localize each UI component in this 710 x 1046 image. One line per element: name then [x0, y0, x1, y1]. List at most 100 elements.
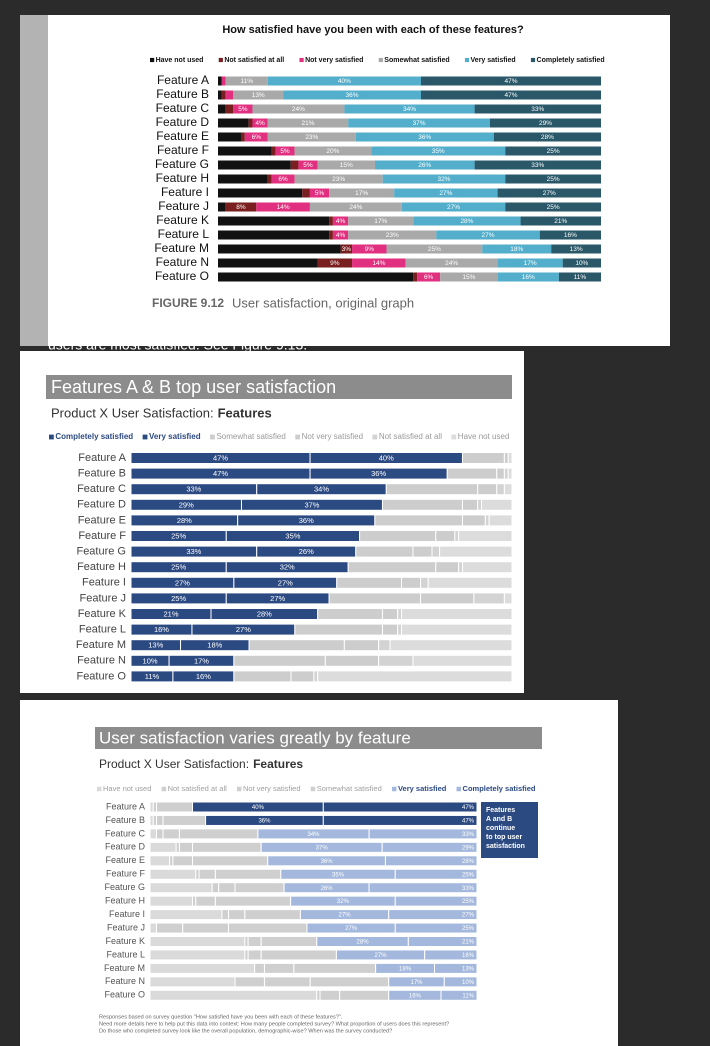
bar-segment: [329, 216, 333, 226]
value-label: 5%: [315, 190, 325, 197]
bar-segment: [218, 118, 249, 128]
category-label: Feature L: [158, 227, 210, 241]
value-label: 32%: [337, 899, 350, 905]
bar-segment: [218, 104, 226, 114]
value-label: 6%: [424, 274, 434, 281]
value-label: 3%: [342, 246, 352, 253]
bar-segment: [381, 498, 463, 511]
value-label: 29%: [462, 845, 475, 851]
bar-segment: [461, 498, 479, 511]
legend-label: Somewhat satisfied: [317, 784, 382, 793]
legend-label: Somewhat satisfied: [384, 57, 449, 64]
bar-segment: [149, 962, 256, 974]
value-label: 25%: [171, 594, 186, 603]
bar-segment: [247, 936, 262, 947]
bar-segment: [505, 174, 601, 184]
bar-segment: [507, 467, 513, 480]
bar-segment: [375, 160, 475, 170]
value-label: 11%: [574, 274, 587, 281]
bar-segment: [503, 452, 509, 464]
bar-segment: [225, 76, 268, 86]
bar-segment: [503, 592, 513, 605]
bar-segment: [339, 989, 390, 1001]
category-label: Feature C: [105, 828, 146, 838]
value-label: 17%: [374, 218, 387, 225]
bar-segment: [435, 561, 460, 574]
category-label: Feature A: [157, 73, 209, 87]
bar-segment: [374, 514, 463, 527]
value-label: 5%: [280, 148, 290, 155]
value-label: 37%: [304, 500, 319, 509]
category-label: Feature E: [78, 514, 126, 526]
value-label: 29%: [179, 500, 194, 509]
value-label: 15%: [340, 162, 353, 169]
bar-segment: [149, 936, 246, 947]
value-label: 40%: [252, 805, 265, 811]
bar-segment: [149, 882, 213, 894]
subtitle-emphasis: Features: [253, 757, 303, 771]
bar-segment: [260, 949, 337, 961]
bar-segment: [394, 188, 498, 198]
value-label: 25%: [171, 531, 186, 540]
bar-segment: [382, 174, 506, 184]
bar-segment: [461, 514, 486, 527]
footnote: Responses based on survey question "How …: [99, 1014, 343, 1020]
bar-segment: [267, 76, 421, 86]
bar-segment: [267, 132, 356, 142]
bar-segment: [477, 483, 498, 496]
value-label: 35%: [332, 872, 345, 878]
bar-segment: [436, 230, 540, 240]
category-label: Feature L: [106, 949, 145, 959]
category-label: Feature C: [77, 483, 126, 495]
bar-segment: [234, 882, 285, 894]
legend-marker: [218, 57, 223, 63]
bar-segment: [244, 132, 268, 142]
value-label: 16%: [409, 993, 422, 999]
value-label: 27%: [278, 578, 293, 587]
bar-segment: [319, 989, 341, 1001]
figure-label: FIGURE 9.12: [152, 296, 224, 310]
category-label: Feature D: [77, 499, 126, 511]
legend-marker: [451, 434, 457, 440]
value-label: 13%: [462, 966, 475, 972]
category-label: Feature K: [105, 936, 145, 946]
bar-segment: [348, 118, 490, 128]
value-label: 13%: [570, 246, 583, 253]
value-label: 25%: [171, 563, 186, 572]
category-label: Feature G: [155, 157, 209, 171]
legend-label: Completely satisfied: [537, 57, 605, 64]
bar-segment: [156, 814, 164, 826]
bar-segment: [218, 244, 341, 254]
category-label: Feature K: [156, 213, 209, 227]
bar-segment: [332, 216, 349, 226]
bar-segment: [211, 882, 220, 894]
category-label: Feature G: [104, 882, 145, 892]
bar-segment: [322, 801, 478, 813]
legend-marker: [310, 786, 316, 792]
value-label: 25%: [462, 899, 475, 905]
value-label: 25%: [462, 926, 475, 932]
value-label: 18%: [510, 246, 523, 253]
bar-segment: [298, 160, 318, 170]
subtitle: Product X User Satisfaction:: [99, 757, 249, 771]
bar-segment: [389, 639, 513, 652]
bar-segment: [218, 882, 236, 894]
bar-segment: [433, 962, 478, 974]
bar-segment: [371, 146, 506, 156]
category-label: Feature O: [76, 670, 126, 682]
value-label: 27%: [345, 926, 358, 932]
category-label: Feature O: [104, 990, 145, 1000]
bar-segment: [178, 841, 194, 853]
bar-segment: [329, 230, 333, 240]
bar-segment: [381, 623, 399, 636]
bar-segment: [247, 949, 262, 961]
value-label: 25%: [462, 872, 475, 878]
bar-segment: [256, 202, 310, 212]
bar-segment: [218, 202, 226, 212]
category-label: Feature J: [158, 199, 209, 213]
bar-segment: [443, 976, 478, 988]
value-label: 11%: [240, 78, 253, 85]
value-label: 11%: [145, 672, 160, 681]
bar-segment: [427, 576, 513, 589]
value-label: 23%: [332, 176, 345, 183]
